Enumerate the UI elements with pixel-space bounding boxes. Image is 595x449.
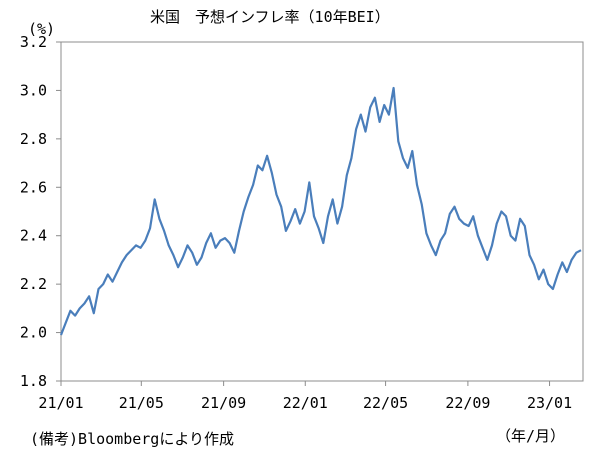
x-tick-label: 22/09 <box>445 394 490 412</box>
x-tick-label: 22/01 <box>283 394 328 412</box>
x-tick-label: 21/09 <box>201 394 246 412</box>
x-tick-label: 21/01 <box>38 394 83 412</box>
x-tick-label: 23/01 <box>527 394 572 412</box>
y-tick-label: 3.0 <box>20 81 47 99</box>
y-tick-label: 2.0 <box>20 324 47 342</box>
y-axis-unit-label: (%) <box>28 20 56 38</box>
y-tick-label: 2.8 <box>20 130 47 148</box>
y-tick-label: 2.2 <box>20 275 47 293</box>
series-line <box>59 86 582 336</box>
y-tick-label: 2.6 <box>20 178 47 196</box>
y-tick-label: 1.8 <box>20 372 47 390</box>
y-tick-label: 3.2 <box>20 33 47 51</box>
plot-area-frame <box>60 41 584 382</box>
x-axis-unit-label: （年/月） <box>496 427 566 445</box>
y-tick-label: 2.4 <box>20 227 47 245</box>
x-tick-label: 21/05 <box>119 394 164 412</box>
chart-title: 米国 予想インフレ率（10年BEI） <box>150 8 390 26</box>
source-note: (備考)Bloombergにより作成 <box>30 430 235 448</box>
x-tick-label: 22/05 <box>363 394 408 412</box>
